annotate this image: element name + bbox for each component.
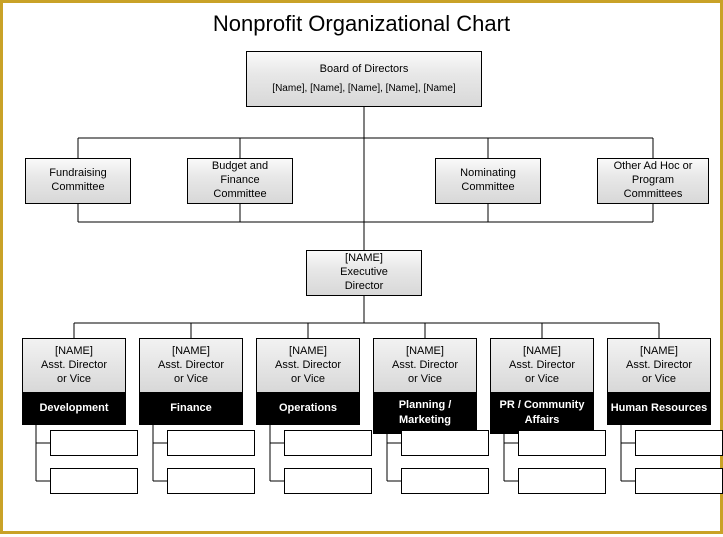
- dept-head: [NAME]Asst. Directoror Vice: [374, 339, 476, 392]
- dept-label: Finance: [140, 392, 242, 424]
- exec-label: Director: [311, 280, 417, 294]
- dept-head-line: Asst. Director: [610, 359, 708, 373]
- chart-title: Nonprofit Organizational Chart: [3, 3, 720, 41]
- dept-5-slot-0: [635, 430, 723, 456]
- dept-head-line: Asst. Director: [259, 359, 357, 373]
- dept-head-line: or Vice: [376, 373, 474, 387]
- dept-head-line: Asst. Director: [25, 359, 123, 373]
- dept-head-line: Asst. Director: [142, 359, 240, 373]
- dept-2: [NAME]Asst. Directoror ViceOperations: [256, 338, 360, 425]
- dept-label: Development: [23, 392, 125, 424]
- dept-head-line: [NAME]: [610, 345, 708, 359]
- dept-head: [NAME]Asst. Directoror Vice: [608, 339, 710, 392]
- dept-label: Operations: [257, 392, 359, 424]
- dept-5: [NAME]Asst. Directoror ViceHuman Resourc…: [607, 338, 711, 425]
- dept-head-line: Asst. Director: [376, 359, 474, 373]
- dept-head-line: Asst. Director: [493, 359, 591, 373]
- dept-4: [NAME]Asst. Directoror VicePR / Communit…: [490, 338, 594, 434]
- exec-label: [NAME]: [311, 252, 417, 266]
- dept-head-line: [NAME]: [142, 345, 240, 359]
- committee-label: Program: [602, 174, 704, 188]
- board-node: Board of Directors [Name], [Name], [Name]…: [246, 51, 482, 107]
- dept-3-slot-0: [401, 430, 489, 456]
- board-title: Board of Directors: [251, 63, 477, 77]
- dept-head-line: or Vice: [610, 373, 708, 387]
- dept-0-slot-1: [50, 468, 138, 494]
- exec-node: [NAME]ExecutiveDirector: [306, 250, 422, 296]
- dept-4-slot-0: [518, 430, 606, 456]
- dept-label: Planning / Marketing: [374, 392, 476, 433]
- committee-node-0: FundraisingCommittee: [25, 158, 131, 204]
- committee-label: Committee: [30, 181, 126, 195]
- committee-label: Other Ad Hoc or: [602, 160, 704, 174]
- dept-head-line: [NAME]: [25, 345, 123, 359]
- dept-2-slot-1: [284, 468, 372, 494]
- dept-1: [NAME]Asst. Directoror ViceFinance: [139, 338, 243, 425]
- board-subtitle: [Name], [Name], [Name], [Name], [Name]: [251, 83, 477, 96]
- dept-head-line: or Vice: [25, 373, 123, 387]
- dept-head-line: or Vice: [493, 373, 591, 387]
- committee-label: Budget and: [192, 160, 288, 174]
- exec-label: Executive: [311, 266, 417, 280]
- dept-head: [NAME]Asst. Directoror Vice: [140, 339, 242, 392]
- committee-node-1: Budget andFinanceCommittee: [187, 158, 293, 204]
- dept-3: [NAME]Asst. Directoror VicePlanning / Ma…: [373, 338, 477, 434]
- dept-2-slot-0: [284, 430, 372, 456]
- dept-head: [NAME]Asst. Directoror Vice: [491, 339, 593, 392]
- committee-node-3: Other Ad Hoc orProgramCommittees: [597, 158, 709, 204]
- dept-3-slot-1: [401, 468, 489, 494]
- chart-frame: Nonprofit Organizational Chart Board of …: [0, 0, 723, 534]
- committee-label: Fundraising: [30, 167, 126, 181]
- dept-head: [NAME]Asst. Directoror Vice: [257, 339, 359, 392]
- dept-label: Human Resources: [608, 392, 710, 424]
- dept-head-line: or Vice: [259, 373, 357, 387]
- dept-0: [NAME]Asst. Directoror ViceDevelopment: [22, 338, 126, 425]
- dept-0-slot-0: [50, 430, 138, 456]
- committee-node-2: NominatingCommittee: [435, 158, 541, 204]
- dept-1-slot-0: [167, 430, 255, 456]
- committee-label: Nominating: [440, 167, 536, 181]
- dept-head-line: [NAME]: [493, 345, 591, 359]
- committee-label: Committees: [602, 188, 704, 202]
- dept-4-slot-1: [518, 468, 606, 494]
- committee-label: Committee: [192, 188, 288, 202]
- committee-label: Committee: [440, 181, 536, 195]
- committee-label: Finance: [192, 174, 288, 188]
- dept-head-line: [NAME]: [259, 345, 357, 359]
- dept-head-line: [NAME]: [376, 345, 474, 359]
- dept-label: PR / Community Affairs: [491, 392, 593, 433]
- dept-head-line: or Vice: [142, 373, 240, 387]
- dept-1-slot-1: [167, 468, 255, 494]
- dept-head: [NAME]Asst. Directoror Vice: [23, 339, 125, 392]
- dept-5-slot-1: [635, 468, 723, 494]
